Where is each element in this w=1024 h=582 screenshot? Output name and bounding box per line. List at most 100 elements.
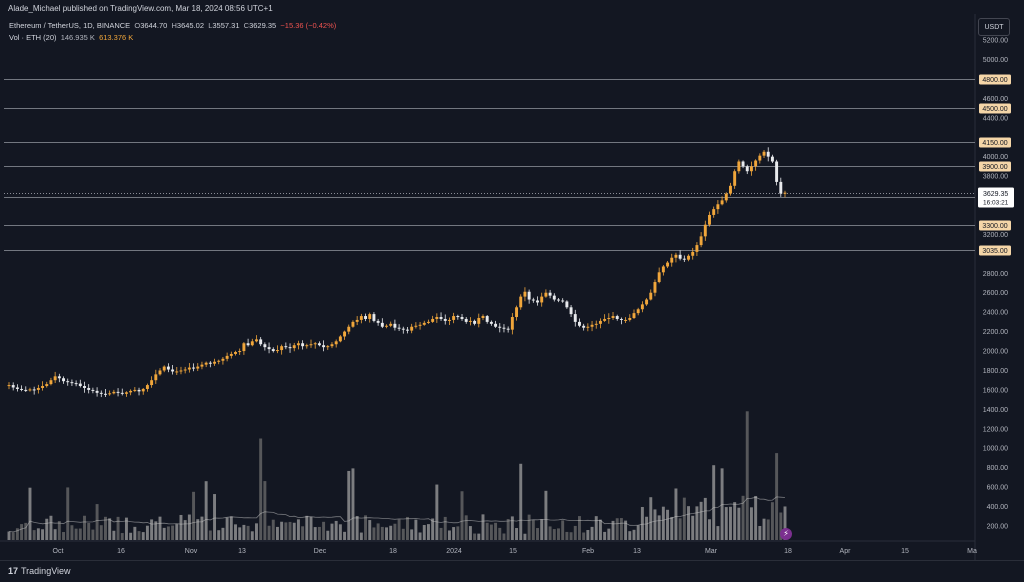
candle-body bbox=[192, 367, 196, 369]
volume-bar bbox=[15, 528, 19, 540]
volume-bar bbox=[406, 516, 409, 540]
y-tick-label: 600.00 bbox=[987, 485, 1009, 492]
volume-bar bbox=[716, 526, 720, 540]
candle-body bbox=[703, 224, 707, 237]
volume-bar bbox=[24, 522, 28, 540]
candle-body bbox=[20, 388, 24, 390]
volume-bar bbox=[447, 530, 451, 540]
candle-body bbox=[712, 209, 716, 215]
countdown-label: 16:03:21 bbox=[983, 200, 1009, 207]
currency-button[interactable]: USDT bbox=[978, 18, 1010, 36]
candle-body bbox=[628, 317, 632, 320]
candle-body bbox=[49, 380, 53, 385]
candle-body bbox=[83, 386, 86, 388]
volume-bar bbox=[229, 516, 233, 540]
candle-body bbox=[737, 161, 741, 172]
candle-body bbox=[124, 392, 128, 394]
candle-body bbox=[296, 343, 300, 346]
volume-bar bbox=[603, 531, 607, 540]
volume-label[interactable]: Vol · ETH (20) bbox=[9, 33, 57, 42]
candle-body bbox=[372, 314, 376, 321]
volume-bar bbox=[460, 491, 464, 540]
volume-bar bbox=[661, 506, 665, 540]
volume-bar bbox=[473, 533, 477, 540]
volume-bar bbox=[666, 509, 670, 540]
candle-body bbox=[145, 385, 149, 389]
volume-bar bbox=[288, 521, 292, 540]
candle-body bbox=[267, 347, 271, 350]
volume-bar bbox=[305, 515, 309, 540]
volume-bar bbox=[380, 526, 384, 540]
volume-bar bbox=[187, 514, 191, 540]
volume-bar bbox=[573, 525, 577, 540]
volume-bar bbox=[708, 519, 711, 540]
candle-body bbox=[129, 390, 133, 393]
price-chart[interactable]: 200.00 400.00 600.00 800.00 1000.00 1200.00 14… bbox=[0, 0, 1024, 560]
candle-body bbox=[435, 317, 439, 319]
volume-bar bbox=[657, 515, 661, 540]
volume-bar bbox=[540, 519, 544, 540]
candle-body bbox=[359, 316, 363, 320]
volume-bar bbox=[485, 522, 489, 540]
volume-bar bbox=[179, 514, 183, 540]
volume-bar bbox=[57, 521, 61, 540]
candle-body bbox=[515, 307, 519, 318]
candle-body bbox=[468, 320, 472, 322]
volume-bar bbox=[238, 527, 242, 540]
volume-bar bbox=[41, 529, 45, 540]
candle-body bbox=[452, 316, 456, 320]
candle-body bbox=[347, 326, 351, 332]
candle-body bbox=[439, 317, 443, 319]
candle-body bbox=[141, 388, 145, 392]
published-header: Alade_Michael published on TradingView.c… bbox=[8, 4, 273, 13]
volume-bar bbox=[645, 516, 649, 540]
candle-body bbox=[275, 350, 279, 352]
candle-body bbox=[305, 345, 309, 347]
candle-body bbox=[196, 366, 200, 369]
candle-body bbox=[288, 347, 292, 349]
candle-body bbox=[590, 324, 594, 327]
candle-body bbox=[569, 307, 573, 315]
candle-body bbox=[426, 321, 430, 323]
close-label: C bbox=[243, 21, 250, 30]
footer-brand: TradingView bbox=[21, 566, 71, 576]
volume-bar bbox=[544, 490, 548, 540]
volume-bar bbox=[267, 525, 271, 540]
volume-bar bbox=[489, 524, 493, 540]
candle-body bbox=[263, 344, 267, 348]
candle-body bbox=[632, 313, 636, 318]
volume-bar bbox=[770, 502, 774, 540]
current-price-label: 3629.35 bbox=[983, 191, 1008, 198]
candle-body bbox=[594, 323, 598, 325]
high-label: H bbox=[171, 21, 177, 30]
candle-body bbox=[573, 314, 577, 322]
tradingview-logo[interactable]: 17 TradingView bbox=[8, 566, 71, 576]
candle-body bbox=[238, 351, 242, 353]
volume-bar bbox=[192, 491, 196, 540]
x-tick-label: Feb bbox=[582, 548, 594, 555]
candle-body bbox=[766, 151, 770, 157]
lightning-icon[interactable]: ⚡ bbox=[780, 528, 792, 540]
volume-bar bbox=[598, 519, 602, 540]
x-tick-label: 15 bbox=[509, 548, 517, 555]
y-tick-label: 2800.00 bbox=[983, 271, 1008, 278]
y-tick-label: 5000.00 bbox=[983, 57, 1008, 64]
volume-bar bbox=[687, 506, 690, 540]
volume-bar bbox=[615, 518, 619, 540]
candle-body bbox=[640, 304, 644, 310]
candle-body bbox=[607, 317, 611, 319]
volume-bar bbox=[175, 524, 179, 540]
volume-bar bbox=[779, 512, 783, 540]
volume-bar bbox=[494, 522, 498, 540]
volume-bar bbox=[221, 527, 225, 540]
symbol-name[interactable]: Ethereum / TetherUS, 1D, BINANCE bbox=[9, 21, 131, 30]
price-level-badge bbox=[979, 161, 1011, 172]
volume-bar bbox=[670, 516, 674, 540]
candle-body bbox=[603, 318, 607, 321]
candle-body bbox=[666, 262, 670, 267]
volume-legend: Vol · ETH (20) 146.935 K 613.376 K bbox=[9, 33, 133, 42]
candle-body bbox=[653, 282, 657, 293]
volume-bar bbox=[351, 468, 355, 540]
candle-body bbox=[78, 383, 82, 387]
volume-bar bbox=[624, 520, 628, 540]
